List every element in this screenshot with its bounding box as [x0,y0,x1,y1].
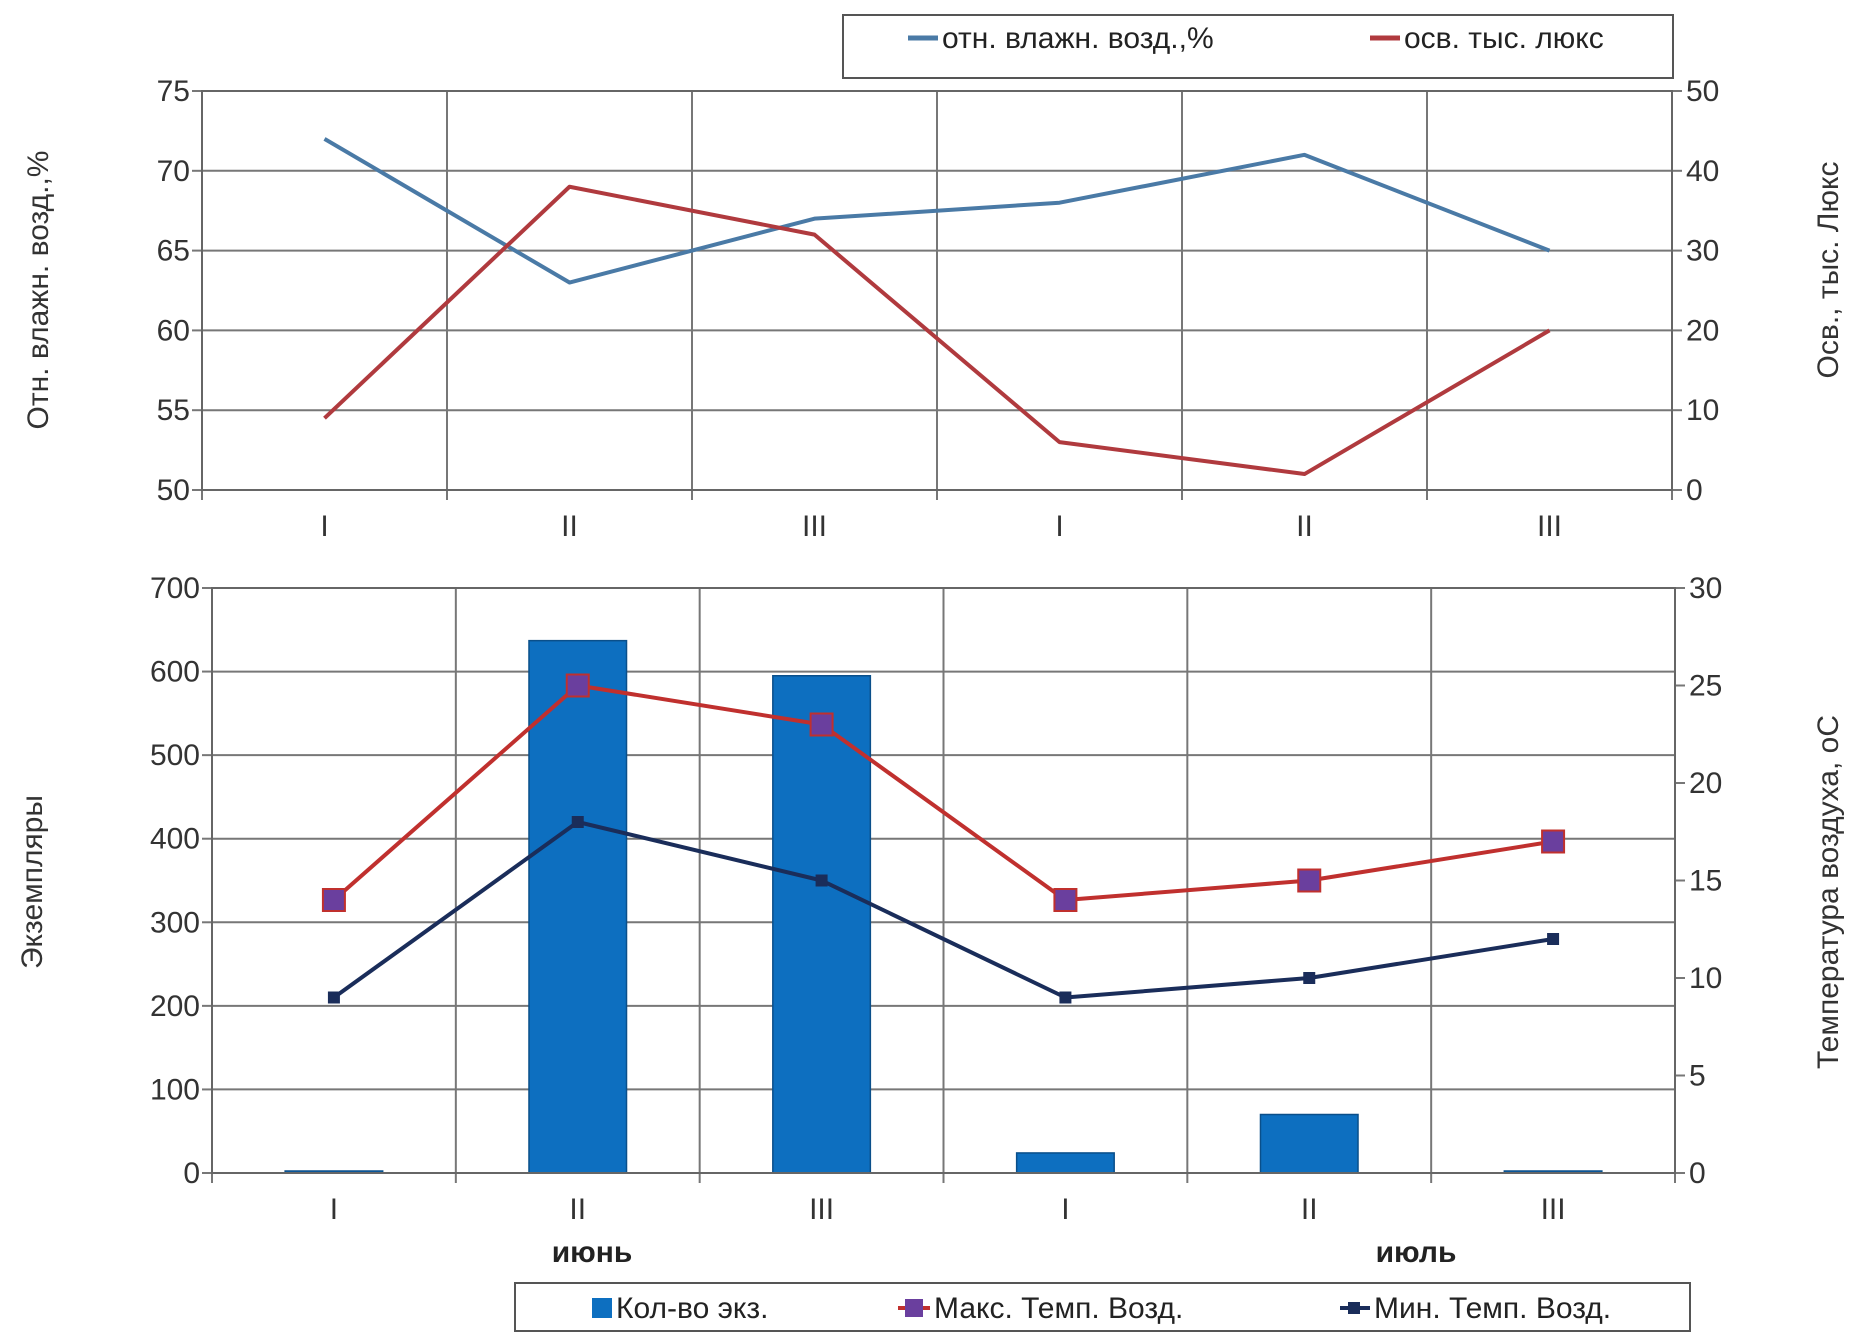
bottom-y-tick-label: 600 [150,656,200,689]
bottom-y2-tick-label: 30 [1689,572,1722,605]
temp-marker-max [1541,829,1566,854]
bottom-y-tick-label: 500 [150,739,200,772]
top-y-tick-label: 55 [157,394,190,427]
bottom-y-tick-label: 400 [150,823,200,856]
bottom-x-tick-label: I [1061,1193,1069,1226]
bottom-lines [321,673,1566,1004]
top-x-tick-label: I [1055,510,1063,543]
top-y-axis-title: Отн. влажн. возд.,% [22,151,55,430]
bottom-x-tick-label: III [1541,1193,1566,1226]
bottom-y2-tick-label: 0 [1689,1157,1706,1190]
temp-marker-min [1059,991,1072,1004]
bottom-y-axis-title: Экземпляры [16,795,49,969]
bottom-y2-tick-label: 15 [1689,865,1722,898]
bottom-legend: Кол-во экз. Макс. Темп. Возд. Мин. Темп.… [514,1282,1691,1332]
top-legend-label-light: осв. тыс. люкс [1404,22,1604,55]
bottom-x-tick-label: II [569,1193,586,1226]
bottom-y2-axis-title: Температура воздуха, оС [1812,715,1845,1069]
top-x-tick-label: III [1537,510,1562,543]
top-x-tick-label: III [802,510,827,543]
temp-line-1 [332,820,1554,1000]
bottom-y-tick-label: 300 [150,906,200,939]
bottom-y2-tick-label: 25 [1689,670,1722,703]
top-series-line-1 [323,184,1551,477]
top-series [323,137,1551,477]
bottom-y-tick-label: 700 [150,572,200,605]
bar-count [772,675,872,1174]
temp-marker-min [571,816,584,828]
temp-marker-max [809,712,834,737]
top-y2-tick-label: 40 [1686,155,1719,188]
bar-count [1015,1152,1115,1174]
temp-line-0 [332,683,1554,902]
top-y-tick-label: 65 [157,235,190,268]
bottom-legend-swatch-min-marker [1348,1302,1360,1314]
bottom-x-tick-label: III [809,1193,834,1226]
bottom-y-tick-label: 100 [150,1073,200,1106]
top-y-tick-label: 50 [157,474,190,507]
temp-marker-max [1297,868,1322,893]
bottom-legend-label-max: Макс. Темп. Возд. [934,1292,1183,1325]
top-y2-tick-label: 30 [1686,235,1719,268]
top-legend-box [842,14,1674,79]
bottom-legend-swatch-max-marker [905,1299,923,1317]
top-x-tick-label: II [1296,510,1313,543]
bottom-legend-label-count: Кол-во экз. [616,1292,768,1325]
bottom-legend-box [514,1282,1691,1332]
bottom-x-tick-label: II [1301,1193,1318,1226]
temp-marker-max [1053,888,1078,912]
group-label-june: июнь [552,1236,633,1269]
top-y2-tick-label: 0 [1686,474,1703,507]
bottom-plot-border [211,587,1676,1174]
bottom-bars [284,639,1603,1174]
top-y2-tick-label: 50 [1686,75,1719,108]
top-y-tick-label: 75 [157,75,190,108]
bar-count [1259,1113,1359,1174]
group-label-july: июль [1376,1236,1457,1269]
bottom-y-tick-label: 0 [183,1157,200,1190]
bottom-legend-swatch-count [592,1298,612,1318]
temp-marker-min [1303,972,1316,984]
bottom-y2-tick-label: 20 [1689,767,1722,800]
top-legend-label-humidity: отн. влажн. возд.,% [942,22,1214,55]
bottom-x-tick-label: I [330,1193,338,1226]
top-y-tick-label: 60 [157,314,190,347]
bar-count [528,639,628,1174]
bottom-grid [211,587,1676,1183]
temp-marker-min [1547,933,1560,945]
top-series-line-0 [323,137,1551,285]
bottom-y-tick-label: 200 [150,990,200,1023]
top-y2-tick-label: 10 [1686,394,1719,427]
temp-marker-max [565,673,590,698]
bottom-legend-label-min: Мин. Темп. Возд. [1374,1292,1611,1325]
top-y2-axis-title: Осв., тыс. Люкс [1812,162,1845,379]
bottom-y2-tick-label: 5 [1689,1060,1706,1093]
bottom-y2-tick-label: 10 [1689,962,1722,995]
top-x-tick-label: II [561,510,578,543]
top-legend: отн. влажн. возд.,% осв. тыс. люкс [842,14,1674,79]
temp-marker-min [815,874,828,887]
top-y-tick-label: 70 [157,155,190,188]
top-x-tick-label: I [320,510,328,543]
temp-marker-max [321,888,346,912]
top-y2-tick-label: 20 [1686,314,1719,347]
temp-marker-min [327,991,340,1004]
top-plot-border [201,90,1673,491]
